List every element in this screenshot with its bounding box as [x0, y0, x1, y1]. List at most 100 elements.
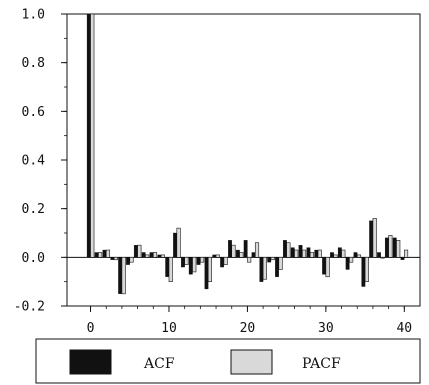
- x-tick-label: 20: [240, 321, 256, 336]
- x-tick-label: 0: [87, 321, 95, 336]
- pacf-bar: [121, 257, 126, 295]
- pacf-bar: [129, 257, 134, 263]
- y-tick-label: 0.0: [22, 251, 45, 266]
- pacf-bar: [207, 257, 212, 282]
- acf-bar: [290, 247, 295, 258]
- y-tick-label: 0.4: [22, 154, 46, 169]
- acf-bar: [306, 247, 311, 258]
- pacf-bar: [317, 249, 322, 258]
- acf-bar: [282, 240, 287, 258]
- pacf-bar: [404, 249, 409, 258]
- pacf-bar: [270, 257, 275, 261]
- legend-label-pacf: PACF: [302, 356, 341, 372]
- acf-bar: [228, 240, 232, 258]
- acf-bar: [196, 257, 201, 265]
- legend: ACF PACF: [35, 338, 421, 384]
- acf-bar: [330, 252, 334, 258]
- acf-bar: [235, 249, 240, 258]
- acf-bar: [392, 237, 397, 258]
- pacf-bar: [278, 257, 283, 270]
- pacf-bar: [160, 254, 165, 258]
- pacf-bar: [152, 252, 158, 258]
- acf-bar: [298, 245, 303, 258]
- acf-bar: [361, 257, 366, 287]
- pacf-bar: [145, 254, 150, 258]
- acf-bar: [369, 220, 374, 258]
- acf-bar: [243, 240, 248, 258]
- pacf-bar: [349, 257, 354, 263]
- acf-bar: [188, 257, 193, 275]
- legend-swatch-pacf: [230, 349, 273, 375]
- pacf-bar: [396, 240, 401, 258]
- x-tick-label: 10: [161, 321, 177, 336]
- pacf-bar: [364, 257, 369, 282]
- pacf-bar: [192, 257, 197, 273]
- x-tick-label: 30: [318, 321, 334, 336]
- pacf-bar: [372, 218, 377, 258]
- pacf-bar: [286, 242, 291, 258]
- x-tick-label: 40: [396, 321, 412, 336]
- y-tick-label: 0.2: [22, 202, 45, 217]
- acf-bar: [220, 257, 225, 268]
- pacf-bar: [113, 257, 118, 261]
- acf-bar: [400, 257, 405, 260]
- acf-bar: [259, 257, 264, 282]
- bars-group: [86, 13, 409, 295]
- acf-bar: [133, 245, 138, 258]
- pacf-bar: [90, 13, 95, 258]
- pacf-bar: [176, 227, 181, 258]
- acf-bar: [204, 257, 209, 290]
- acf-bar: [102, 249, 107, 258]
- acf-bar: [212, 254, 217, 258]
- pacf-bar: [309, 252, 314, 258]
- pacf-bar: [388, 235, 393, 258]
- acf-bar: [322, 257, 327, 275]
- pacf-bar: [184, 257, 189, 265]
- acf-bar: [149, 252, 154, 258]
- acf-bar: [86, 13, 91, 258]
- y-tick-label: 0.8: [22, 56, 45, 71]
- acf-bar: [141, 252, 146, 258]
- legend-swatch-acf: [69, 349, 112, 375]
- acf-bar: [126, 257, 130, 265]
- pacf-bar: [325, 257, 330, 278]
- acf-bar: [110, 257, 115, 260]
- acf-bar: [118, 257, 123, 294]
- pacf-bar: [356, 254, 362, 258]
- acf-bar: [165, 257, 170, 277]
- acf-bar: [251, 252, 256, 258]
- pacf-bar: [262, 257, 267, 280]
- pacf-bar: [98, 252, 103, 258]
- acf-bar: [267, 257, 272, 263]
- pacf-bar: [137, 244, 142, 258]
- y-tick-label: -0.2: [14, 300, 45, 315]
- pacf-bar: [302, 249, 307, 258]
- acf-bar: [181, 257, 185, 268]
- acf-bar: [353, 252, 358, 258]
- pacf-bar: [105, 249, 111, 258]
- pacf-bar: [168, 257, 173, 282]
- y-tick-label: 0.6: [22, 105, 45, 120]
- pacf-bar: [247, 257, 252, 263]
- acf-bar: [337, 247, 342, 258]
- pacf-bar: [380, 257, 385, 259]
- pacf-bar: [294, 249, 299, 258]
- pacf-bar: [200, 257, 205, 263]
- pacf-bar: [333, 254, 338, 258]
- acf-bar: [157, 254, 162, 258]
- pacf-bar: [239, 252, 244, 258]
- pacf-bar: [231, 244, 236, 258]
- acf-bar: [275, 257, 279, 277]
- acf-bar: [314, 249, 319, 258]
- pacf-bar: [341, 249, 346, 258]
- pacf-bar: [215, 254, 220, 258]
- acf-bar: [345, 257, 350, 270]
- acf-bar: [173, 232, 177, 258]
- acf-bar: [384, 237, 389, 258]
- acf-bar: [94, 252, 99, 258]
- pacf-bar: [254, 242, 260, 258]
- acf-bar: [377, 252, 381, 258]
- pacf-bar: [223, 257, 228, 265]
- y-tick-label: 1.0: [22, 8, 45, 23]
